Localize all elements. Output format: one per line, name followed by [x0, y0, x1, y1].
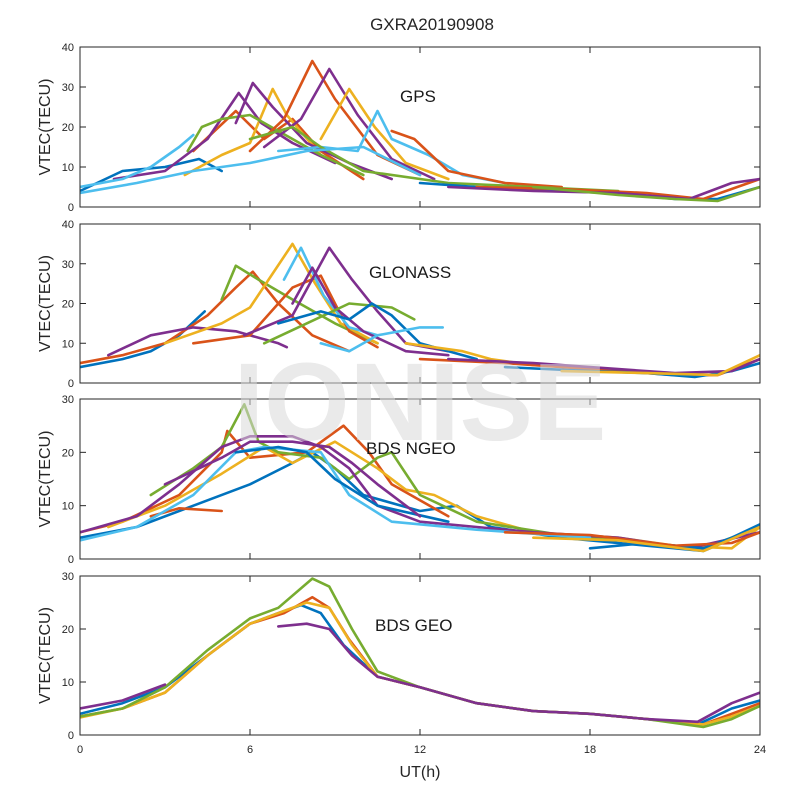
panel-label: BDS GEO [375, 616, 452, 635]
series-group [80, 242, 760, 379]
y-tick-label: 0 [68, 554, 74, 566]
series-line [186, 113, 365, 177]
y-tick-label: 20 [62, 299, 74, 311]
series-line [80, 451, 760, 553]
y-tick-label: 30 [62, 82, 74, 94]
x-axis-label: UT(h) [400, 764, 441, 781]
series-line [447, 177, 760, 201]
y-tick-label: 0 [68, 378, 74, 390]
panel-bds-ngeo: 0 10 20 30 BDS NGEO VTEC(TECU) [37, 394, 761, 566]
panels: 0 10 20 30 40 GPS VTEC(TECU) 0 10 20 30 40 GLONASS VT… [37, 42, 766, 781]
y-tick-label: 20 [62, 624, 74, 636]
y-axis-label: VTEC(TECU) [37, 607, 54, 704]
y-axis-label: VTEC(TECU) [37, 255, 54, 352]
series-line [80, 683, 167, 710]
y-tick-label: 10 [62, 338, 74, 350]
y-tick-label: 0 [68, 202, 74, 214]
y-axis-label: VTEC(TECU) [37, 79, 54, 176]
series-line [319, 326, 444, 353]
series-line [277, 302, 478, 361]
series-line [163, 440, 422, 518]
y-tick-label: 10 [62, 162, 74, 174]
series-line [262, 302, 416, 345]
panel-label: GPS [400, 87, 436, 106]
series-line [319, 87, 450, 181]
series-line [447, 357, 760, 375]
y-tick-label: 30 [62, 259, 74, 271]
series-line [80, 424, 450, 534]
series-line [234, 445, 450, 523]
watermark: IONISE [234, 341, 607, 464]
series-line [503, 531, 760, 547]
series-line [475, 177, 760, 201]
series-line [532, 525, 760, 553]
panel-gps: 0 10 20 30 40 GPS VTEC(TECU) [37, 42, 761, 214]
y-tick-label: 20 [62, 447, 74, 459]
series-line [588, 523, 760, 550]
y-tick-label: 20 [62, 122, 74, 134]
series-line [80, 133, 195, 189]
series-line [390, 129, 563, 189]
figure-title: GXRA20190908 [370, 15, 494, 34]
series-line [220, 264, 379, 345]
y-tick-label: 40 [62, 42, 74, 54]
series-line [560, 353, 760, 377]
series-line [107, 326, 289, 357]
y-axis-label: VTEC(TECU) [37, 431, 54, 528]
x-tick-label: 12 [414, 744, 426, 756]
x-tick-label: 24 [754, 744, 766, 756]
x-tick-label: 18 [584, 744, 596, 756]
y-tick-label: 30 [62, 394, 74, 406]
y-tick-label: 30 [62, 571, 74, 583]
series-group [80, 577, 760, 729]
panel-bds-geo: 0 10 20 30 0 6 12 18 24 BDS GEO VTEC(TECU) UT(h) [37, 571, 766, 781]
series-line [532, 185, 760, 203]
plot-area [79, 575, 761, 736]
y-tick-label: 10 [62, 677, 74, 689]
y-tick-label: 0 [68, 730, 74, 742]
y-tick-label: 40 [62, 219, 74, 231]
series-group [80, 59, 760, 203]
series-line [112, 91, 337, 181]
series-line [192, 274, 379, 349]
series-line [80, 145, 422, 195]
series-line [262, 67, 436, 181]
series-line [277, 622, 760, 724]
x-tick-label: 6 [247, 744, 253, 756]
y-tick-label: 10 [62, 501, 74, 513]
plot-area [79, 46, 761, 208]
panel-glonass: 0 10 20 30 40 GLONASS VTEC(TECU) [37, 219, 761, 390]
panel-label: GLONASS [369, 263, 451, 282]
series-line [163, 242, 379, 345]
series-group [80, 403, 760, 553]
plot-area [79, 223, 761, 384]
x-tick-label: 0 [77, 744, 83, 756]
panel-label: BDS NGEO [366, 439, 456, 458]
series-line [282, 246, 379, 337]
